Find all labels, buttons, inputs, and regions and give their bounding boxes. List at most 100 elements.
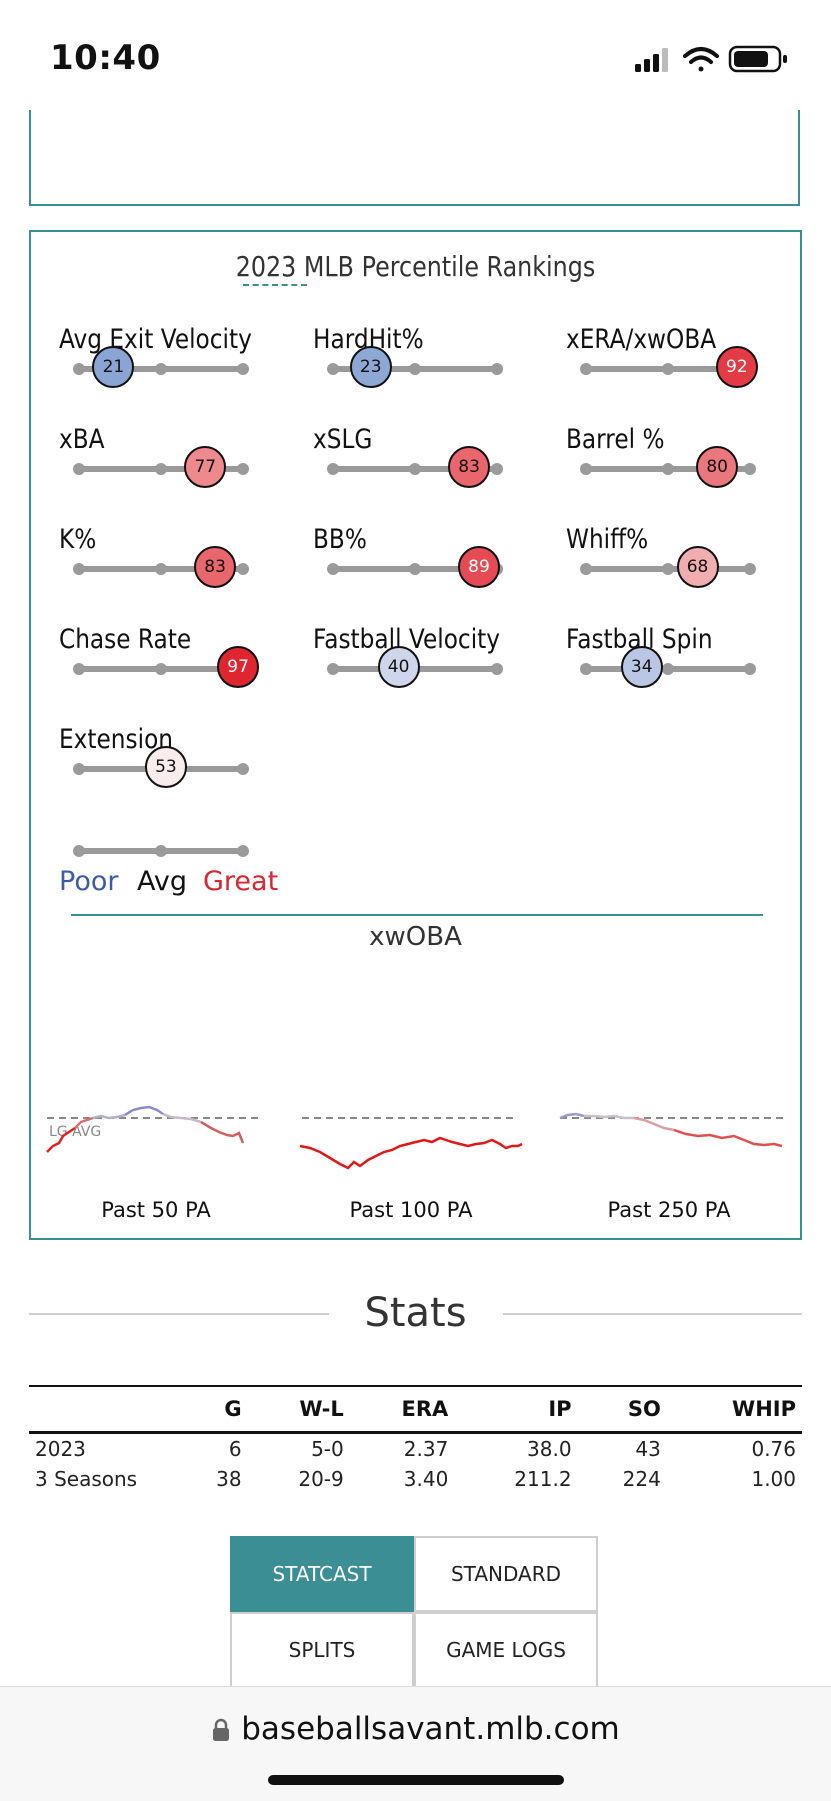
- table-cell: 38.0: [527, 1437, 572, 1461]
- metric-label: Barrel %: [566, 424, 665, 455]
- metric-avg-exit-velocity[interactable]: Avg Exit Velocity 21: [59, 324, 259, 414]
- url-display[interactable]: baseballsavant.mlb.com: [0, 1711, 831, 1747]
- xwoba-chart-label: Past 250 PA: [607, 1198, 731, 1222]
- lock-icon: [213, 1718, 230, 1741]
- table-cell: 20-9: [298, 1467, 344, 1491]
- table-cell: 1.00: [751, 1467, 796, 1491]
- metric-label: Avg Exit Velocity: [59, 324, 252, 355]
- track-dot: [327, 463, 339, 475]
- table-cell: 224: [622, 1467, 661, 1491]
- table-cell: 5-0: [311, 1437, 344, 1461]
- percentile-ball: 53: [144, 746, 187, 788]
- percentile-ball: 40: [377, 646, 420, 688]
- stats-col-header: SO: [577, 1385, 667, 1434]
- table-cell: 6: [228, 1437, 242, 1461]
- metric-label: xERA/xwOBA: [566, 324, 717, 355]
- battery-icon: [728, 45, 787, 73]
- percentile-ball: 92: [715, 346, 758, 388]
- stats-body: 2023 6 5-0 2.37 38.0 43 0.76 3 Seasons 38 20-9 3.4…: [29, 1433, 802, 1495]
- xwoba-chart-250: [559, 1112, 786, 1148]
- percentile-ball: 89: [457, 546, 500, 588]
- metric-barrel[interactable]: Barrel % 80: [566, 424, 766, 514]
- percentile-ball: 97: [217, 646, 260, 688]
- percentile-ball: 80: [696, 446, 739, 488]
- table-row: 3 Seasons 38 20-9 3.40 211.2 224 1.00: [29, 1464, 802, 1494]
- track-dot: [73, 563, 85, 575]
- track-dot: [155, 663, 167, 675]
- year-dropdown-underline[interactable]: [243, 284, 307, 286]
- browser-address-bar[interactable]: baseballsavant.mlb.com: [0, 1686, 831, 1801]
- stats-col-header: G: [181, 1385, 248, 1434]
- metric-xera-xwoba[interactable]: xERA/xwOBA 92: [566, 324, 766, 414]
- metric-whiff[interactable]: Whiff% 68: [566, 524, 766, 614]
- metric-label: xSLG: [313, 424, 373, 455]
- track-dot: [662, 563, 674, 575]
- splits-button[interactable]: SPLITS: [230, 1612, 414, 1688]
- stats-table: G W-L ERA IP SO WHIP 2023 6 5-0 2.37 38.0 43 0.76 3 …: [29, 1385, 802, 1494]
- metric-k[interactable]: K% 83: [59, 524, 259, 614]
- metric-bb[interactable]: BB% 89: [313, 524, 513, 614]
- track-dot: [327, 363, 339, 375]
- table-cell: 3.40: [403, 1467, 449, 1491]
- metric-xslg[interactable]: xSLG 83: [313, 424, 513, 514]
- table-cell: 211.2: [514, 1467, 572, 1491]
- track-dot: [409, 463, 421, 475]
- standard-button[interactable]: STANDARD: [414, 1536, 598, 1612]
- percentile-ball: 83: [194, 546, 237, 588]
- cellular-signal-icon: [635, 48, 668, 72]
- track-dot: [662, 363, 674, 375]
- table-cell: 3 Seasons: [35, 1467, 138, 1491]
- legend-dot: [73, 845, 85, 857]
- track-dot: [237, 463, 249, 475]
- track-dot: [327, 663, 339, 675]
- legend-dot: [237, 845, 249, 857]
- url-text: baseballsavant.mlb.com: [241, 1711, 620, 1747]
- game-logs-button[interactable]: GAME LOGS: [414, 1612, 598, 1688]
- status-icons: [635, 45, 787, 73]
- metric-label: K%: [59, 524, 97, 555]
- track-dot: [237, 363, 249, 375]
- xwoba-chart-label: Past 50 PA: [101, 1198, 211, 1222]
- stats-col-header: W-L: [247, 1385, 350, 1434]
- legend-great: Great: [203, 866, 279, 897]
- track-dot: [73, 663, 85, 675]
- stats-rule-right: [503, 1313, 802, 1315]
- metric-fastball-spin[interactable]: Fastball Spin 34: [566, 624, 766, 714]
- table-cell: 0.76: [751, 1437, 796, 1461]
- home-indicator: [268, 1775, 564, 1785]
- percentile-rankings-panel: 2023 MLB Percentile Rankings Avg Exit Ve…: [29, 230, 802, 1240]
- track-dot: [744, 663, 756, 675]
- xwoba-title: xwOBA: [369, 922, 462, 952]
- track-dot: [580, 663, 592, 675]
- track-dot: [580, 363, 592, 375]
- stats-view-buttons: STATCAST STANDARD SPLITS GAME LOGS: [230, 1536, 600, 1692]
- track-dot: [491, 363, 503, 375]
- track-dot: [73, 763, 85, 775]
- status-bar: 10:40: [0, 0, 831, 110]
- metric-xba[interactable]: xBA 77: [59, 424, 259, 514]
- track-dot: [580, 463, 592, 475]
- stats-col-header: IP: [454, 1385, 578, 1434]
- track-dot: [73, 463, 85, 475]
- metric-label: xBA: [59, 424, 105, 455]
- metric-extension[interactable]: Extension 53: [59, 724, 259, 814]
- xwoba-chart-100: [299, 1117, 523, 1170]
- track-dot: [155, 563, 167, 575]
- track-dot: [155, 363, 167, 375]
- metric-hardhit[interactable]: HardHit% 23: [313, 324, 513, 414]
- metric-fastball-velocity[interactable]: Fastball Velocity 40: [313, 624, 513, 714]
- table-cell: 43: [635, 1437, 661, 1461]
- percentile-ball: 77: [184, 446, 227, 488]
- metric-label: Chase Rate: [59, 624, 192, 655]
- track-dot: [744, 563, 756, 575]
- track-dot: [409, 363, 421, 375]
- percentile-ball: 34: [620, 646, 663, 688]
- statcast-button[interactable]: STATCAST: [230, 1536, 414, 1612]
- wifi-icon: [683, 47, 719, 72]
- stats-rule-left: [29, 1313, 329, 1315]
- track-dot: [409, 563, 421, 575]
- metric-chase-rate[interactable]: Chase Rate 97: [59, 624, 260, 714]
- stats-col-header: WHIP: [666, 1385, 802, 1434]
- track-dot: [327, 563, 339, 575]
- status-time: 10:40: [50, 38, 161, 78]
